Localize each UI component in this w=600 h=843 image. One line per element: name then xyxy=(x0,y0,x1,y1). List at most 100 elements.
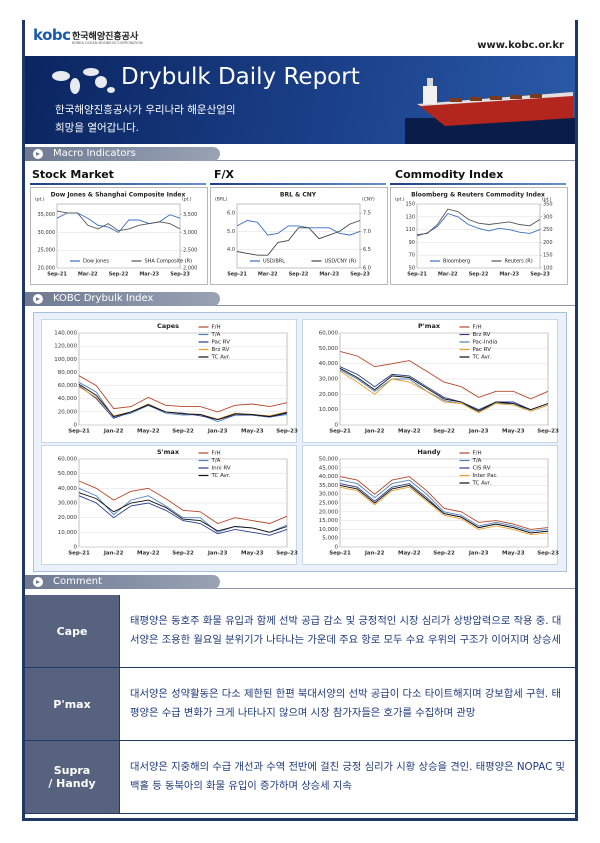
y-tick-label: 20,000 xyxy=(58,515,78,521)
y-tick-label: 45,000 xyxy=(319,465,339,471)
x-tick-label: May-22 xyxy=(137,429,160,435)
x-tick-label: Mar-23 xyxy=(499,272,519,278)
y2-tick-label: 7.5 xyxy=(363,211,371,217)
x-tick-label: Sep-22 xyxy=(469,272,489,278)
legend-label: F/H xyxy=(211,325,220,331)
x-tick-label: Sep-21 xyxy=(329,551,351,557)
y-tick-label: 10,000 xyxy=(58,530,78,536)
x-tick-label: Sep-21 xyxy=(227,272,247,278)
legend-label: Pac RV xyxy=(211,340,230,346)
heading-rule xyxy=(30,183,206,185)
legend-label: Brz RV xyxy=(211,347,229,353)
y-tick-label: 25,000 xyxy=(319,501,339,507)
x-tick-label: Sep-23 xyxy=(276,429,298,435)
legend-label: TC Avr. xyxy=(210,355,230,361)
x-tick-label: May-22 xyxy=(398,551,421,557)
chart-title: Capes xyxy=(157,322,179,330)
y-tick-label: 0 xyxy=(74,545,78,551)
x-tick-label: Sep-21 xyxy=(68,551,90,557)
legend-label: SHA Composite (R) xyxy=(145,259,193,265)
y-tick-label: 50 xyxy=(409,266,415,272)
legend-label: T/A xyxy=(210,332,220,338)
series-line xyxy=(339,350,549,400)
y2-axis-label: (pt.) xyxy=(542,197,552,203)
banner-art xyxy=(52,68,575,144)
logo-subtext: KOREA OCEAN BUSINESS CORPORATION xyxy=(72,41,143,45)
y-tick-label: 50,000 xyxy=(319,457,339,463)
y-tick-label: 6.0 xyxy=(227,211,235,217)
x-tick-label: Jan-22 xyxy=(103,551,124,557)
y-tick-label: 25,000 xyxy=(38,248,56,254)
x-tick-label: May-23 xyxy=(241,551,264,557)
y-tick-label: 40,000 xyxy=(58,486,78,492)
y-tick-label: 20,000 xyxy=(38,266,56,272)
y2-tick-label: 200 xyxy=(543,240,553,246)
x-tick-label: May-23 xyxy=(502,551,525,557)
legend-label: T/A xyxy=(471,458,481,464)
section-bar: KOBC Drybulk Index xyxy=(25,292,220,306)
y-tick-label: 35,000 xyxy=(319,483,339,489)
x-tick-label: Mar-22 xyxy=(258,272,278,278)
macro-heading: Commodity Index xyxy=(395,168,504,181)
x-tick-label: Mar-23 xyxy=(319,272,339,278)
y2-tick-label: 250 xyxy=(543,227,553,233)
y-tick-label: 0 xyxy=(74,423,78,429)
series-line xyxy=(236,220,361,256)
x-tick-label: May-22 xyxy=(398,429,421,435)
series-line xyxy=(236,220,361,236)
y2-tick-label: 300 xyxy=(543,214,553,220)
comment-label: Supra / Handy xyxy=(25,740,120,814)
y-tick-label: 20,000 xyxy=(58,409,78,415)
y-tick-label: 60,000 xyxy=(58,457,78,463)
series-line xyxy=(339,366,549,411)
legend-label: Bloomberg xyxy=(443,259,470,265)
y-tick-label: 60,000 xyxy=(58,383,78,389)
chart-title: BRL & CNY xyxy=(280,192,317,199)
x-tick-label: May-23 xyxy=(241,429,264,435)
plot-area xyxy=(236,203,361,269)
comment-row: Cape 태평양은 동호주 화물 유입과 함께 선박 공급 감소 및 긍정적인 … xyxy=(25,595,575,668)
comment-text: 태평양은 동호주 화물 유입과 함께 선박 공급 감소 및 긍정적인 시장 심리… xyxy=(119,595,575,668)
y-tick-label: 120,000 xyxy=(54,344,77,350)
y-axis-label: (BRL) xyxy=(215,197,227,203)
x-tick-label: Jan-22 xyxy=(364,429,385,435)
macro-heading: F/X xyxy=(214,168,235,181)
y2-tick-label: 7.0 xyxy=(363,229,371,235)
legend-label: Inni RV xyxy=(211,466,230,472)
macro-heading: Stock Market xyxy=(32,168,114,181)
series-line xyxy=(56,210,181,232)
comment-label: P'max xyxy=(25,667,120,741)
y-tick-label: 10,000 xyxy=(319,527,339,533)
y-tick-label: 50,000 xyxy=(58,471,78,477)
y-tick-label: 110 xyxy=(405,227,415,233)
y-tick-label: 50,000 xyxy=(319,346,339,352)
logo: kobc xyxy=(33,26,71,44)
y-tick-label: 40,000 xyxy=(58,396,78,402)
y2-tick-label: 2,500 xyxy=(183,248,197,254)
y-tick-label: 30,000 xyxy=(319,492,339,498)
y-tick-label: 60,000 xyxy=(319,331,339,337)
x-tick-label: Jan-23 xyxy=(207,429,228,435)
y-tick-label: 150 xyxy=(405,202,415,208)
y-tick-label: 20,000 xyxy=(319,509,339,515)
legend-label: Reuters (R) xyxy=(505,259,533,265)
x-tick-label: Sep-21 xyxy=(47,272,67,278)
y-axis-label: (pt.) xyxy=(35,197,45,203)
comment-row: P'max 대서양은 성약활동은 다소 제한된 한편 북대서양의 선박 공급이 … xyxy=(25,667,575,741)
label-line: Cape xyxy=(56,624,88,638)
legend-label: Inter Pac xyxy=(472,473,496,479)
section-title: Macro Indicators xyxy=(53,148,136,159)
series-line xyxy=(416,213,541,237)
url: www.kobc.or.kr xyxy=(477,40,564,51)
chart-title: S'max xyxy=(157,448,180,456)
y2-axis-label: (CNY) xyxy=(362,197,375,203)
series-line xyxy=(339,476,549,530)
x-tick-label: Jan-23 xyxy=(468,429,489,435)
legend-label: Pac RV xyxy=(472,347,491,353)
x-tick-label: May-22 xyxy=(137,551,160,557)
series-line xyxy=(78,492,288,533)
legend-label: Brz RV xyxy=(472,332,490,338)
label-line: P'max xyxy=(53,697,91,711)
